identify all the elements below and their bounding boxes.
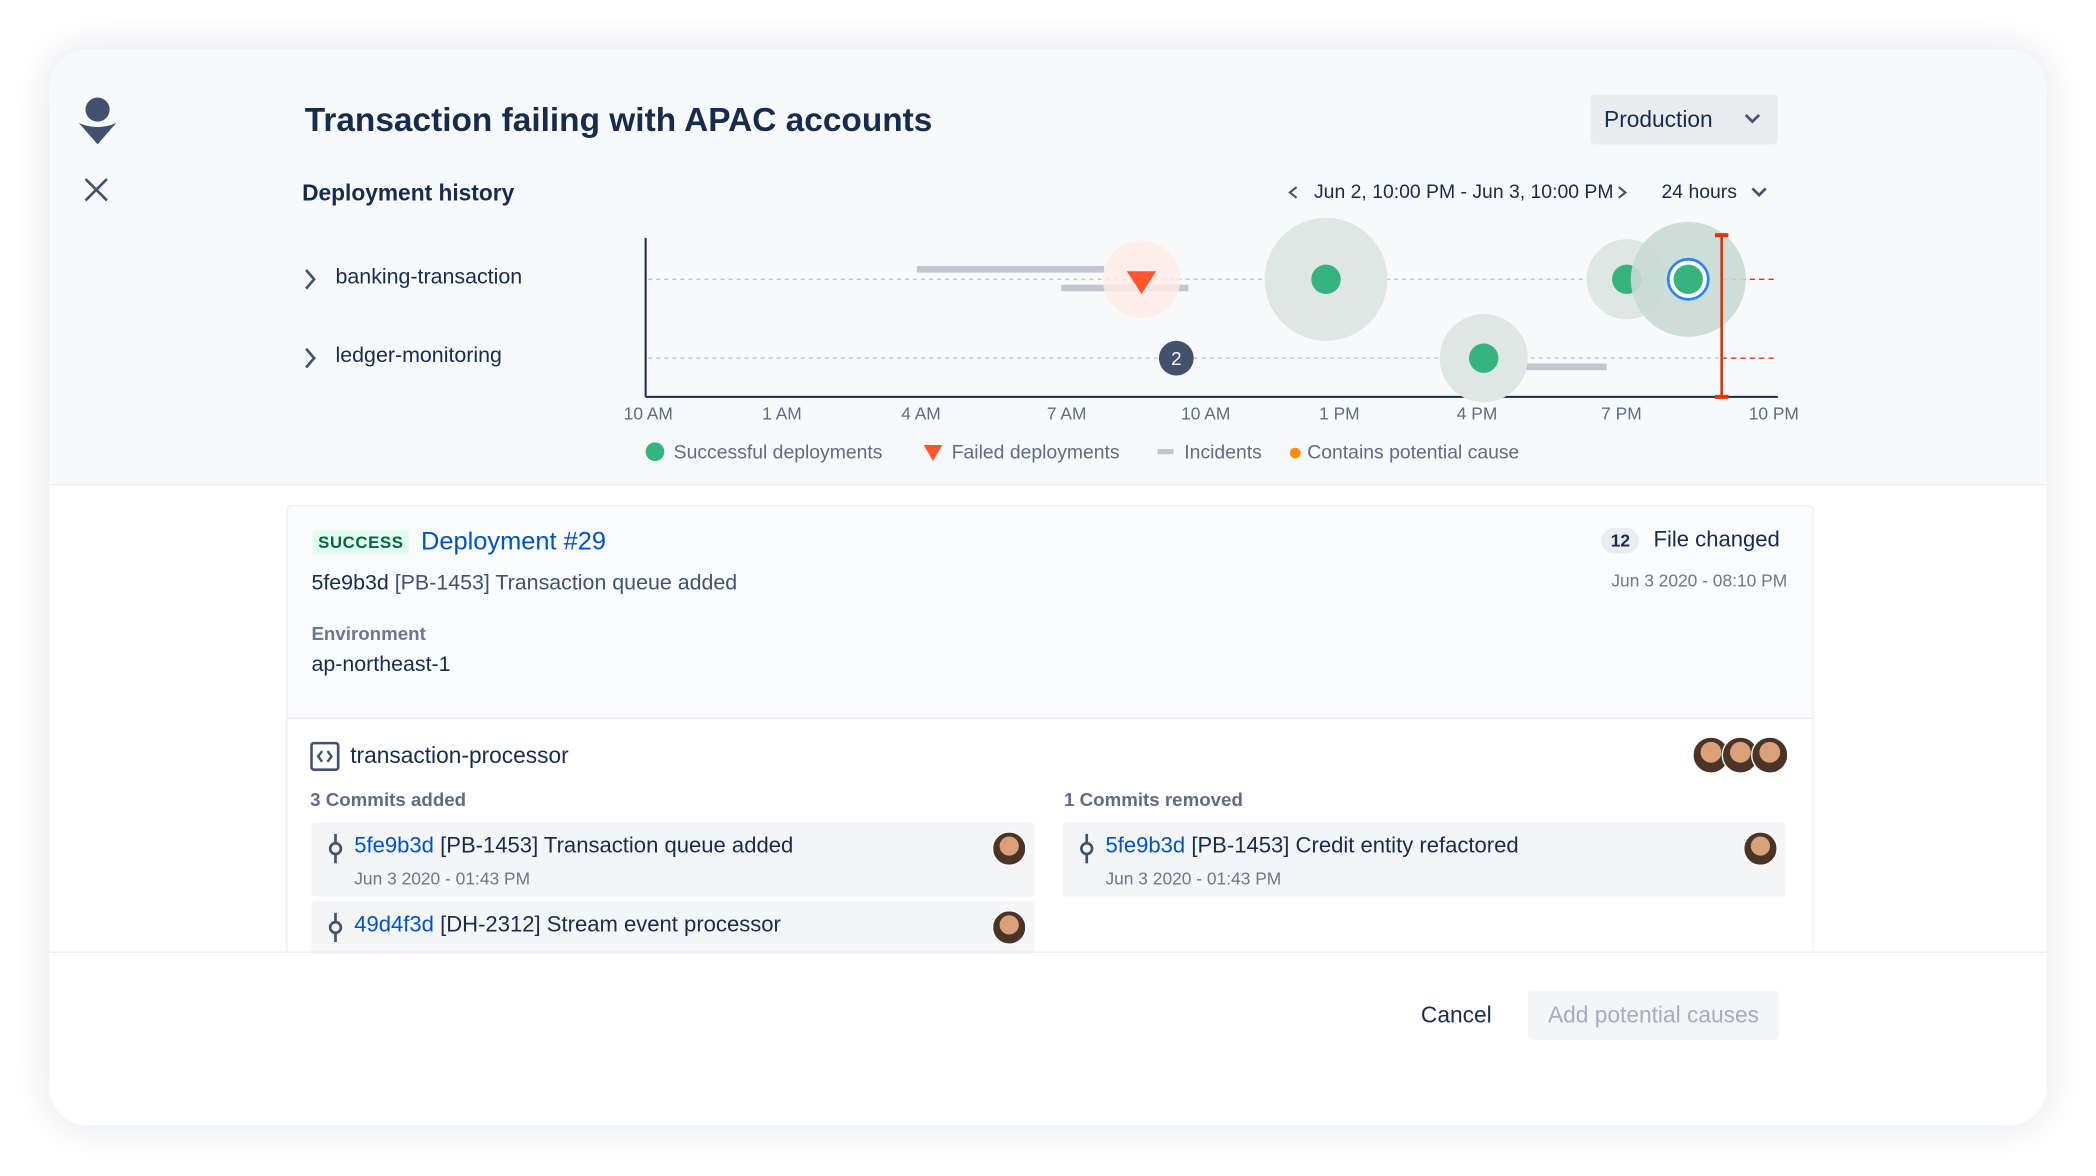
deployment-date: Jun 3 2020 - 08:10 PM	[1611, 570, 1788, 591]
deployment-link[interactable]: Deployment #29	[421, 527, 607, 556]
prev-range[interactable]	[1286, 184, 1302, 200]
legend-label: Contains potential cause	[1307, 441, 1519, 463]
environment-dropdown[interactable]: Production	[1590, 94, 1778, 145]
commit-row: 5fe9b3d [PB-1453] Credit entity refactor…	[1062, 821, 1786, 897]
avatar	[991, 910, 1027, 945]
submit-button[interactable]: Add potential causes	[1527, 990, 1780, 1040]
commit-line: 5fe9b3d [PB-1453] Transaction queue adde…	[354, 834, 793, 859]
legend-swatch	[1289, 447, 1301, 459]
commit-message: [PB-1453] Transaction queue added	[394, 571, 738, 595]
status-lozenge: SUCCESS	[312, 530, 409, 555]
cancel-button[interactable]: Cancel	[1420, 1002, 1492, 1028]
title: Transaction failing with APAC accounts	[304, 101, 933, 139]
environment-name: ap-northeast-1	[311, 653, 451, 677]
section-title: Deployment history	[302, 180, 515, 206]
incident-bar	[1483, 363, 1607, 371]
environment-label: Environment	[311, 622, 426, 645]
successful-deployment	[1673, 264, 1703, 295]
commit-message: [DH-2312] Stream event processor	[440, 912, 781, 937]
commit-icon	[328, 912, 343, 943]
range-label: Jun 2, 10:00 PM - Jun 3, 10:00 PM	[1313, 181, 1614, 204]
chevron	[1744, 113, 1761, 124]
commit-message: [PB-1453] Transaction queue added	[440, 833, 794, 858]
commit-date: Jun 3 2020 - 01:43 PM	[354, 868, 531, 889]
commit-hash-link[interactable]: 5fe9b3d	[1105, 833, 1186, 858]
x-tick-label: 1 AM	[762, 404, 802, 424]
service-toggle[interactable]: banking-transaction	[335, 265, 523, 289]
x-tick-label: 10 PM	[1749, 404, 1799, 424]
deployment-timeline: 10 AM 1 AM 4 AM 7 AM 10 AM 1 PM 4 PM 7 PM 10 PM 2…	[305, 217, 1799, 463]
avatar	[1751, 736, 1789, 774]
x-tick-label: 10 AM	[1181, 404, 1230, 424]
app-logo	[78, 97, 117, 145]
legend-swatch	[645, 442, 665, 462]
x-tick-label: 7 AM	[1047, 404, 1087, 424]
commit-date: Jun 3 2020 - 01:43 PM	[1105, 868, 1282, 889]
removed-title: 1 Commits removed	[1064, 788, 1243, 810]
group-badge	[1158, 340, 1194, 376]
incident-bar	[916, 265, 1105, 273]
x-tick-label: 10 AM	[624, 404, 673, 424]
commit-icon	[1080, 833, 1094, 864]
commit-line: 5fe9b3d [PB-1453] Credit entity refactor…	[1105, 834, 1518, 859]
legend-label: Failed deployments	[952, 441, 1120, 463]
commit-row: 49d4f3d [DH-2312] Stream event processor	[311, 900, 1035, 955]
expand-chevron	[305, 347, 316, 369]
x-tick-label: 7 PM	[1601, 404, 1642, 424]
period-dropdown[interactable]: 24 hours	[1661, 181, 1737, 204]
environment-value: Production	[1604, 106, 1713, 133]
commit-row: 5fe9b3d [PB-1453] Transaction queue adde…	[311, 821, 1035, 897]
files-count: 12	[1601, 527, 1640, 554]
x-tick-label: 4 PM	[1457, 404, 1498, 424]
chevron	[1751, 187, 1767, 198]
successful-deployment	[1311, 264, 1341, 295]
footer-divider	[49, 951, 2047, 953]
commit-hash: 5fe9b3d	[311, 571, 389, 595]
next-range[interactable]	[1615, 184, 1631, 200]
added-title: 3 Commits added	[310, 788, 467, 810]
commit-line: 49d4f3d [DH-2312] Stream event processor	[354, 913, 781, 938]
commit-hash-link[interactable]: 49d4f3d	[354, 912, 434, 937]
legend-label: Incidents	[1184, 441, 1262, 463]
legend-swatch	[923, 445, 943, 462]
repo-icon	[310, 741, 340, 772]
x-tick-label: 1 PM	[1319, 404, 1360, 424]
successful-deployment	[1469, 343, 1499, 373]
avatar	[1743, 831, 1778, 866]
legend-swatch	[1157, 449, 1174, 455]
repo-name: transaction-processor	[350, 743, 569, 769]
service-toggle[interactable]: ledger-monitoring	[335, 344, 502, 368]
failed-deployment	[1126, 271, 1157, 295]
commit-message: [PB-1453] Credit entity refactored	[1191, 833, 1519, 858]
avatar	[991, 831, 1027, 866]
x-tick-label: 4 AM	[901, 404, 941, 424]
commit-hash-link[interactable]: 5fe9b3d	[354, 833, 434, 858]
legend-label: Successful deployments	[674, 441, 883, 463]
expand-chevron	[305, 269, 316, 290]
group-badge-count: 2	[1171, 348, 1181, 369]
close-button[interactable]	[83, 176, 110, 203]
commit-icon	[328, 833, 343, 864]
files-label: File changed	[1653, 527, 1780, 552]
